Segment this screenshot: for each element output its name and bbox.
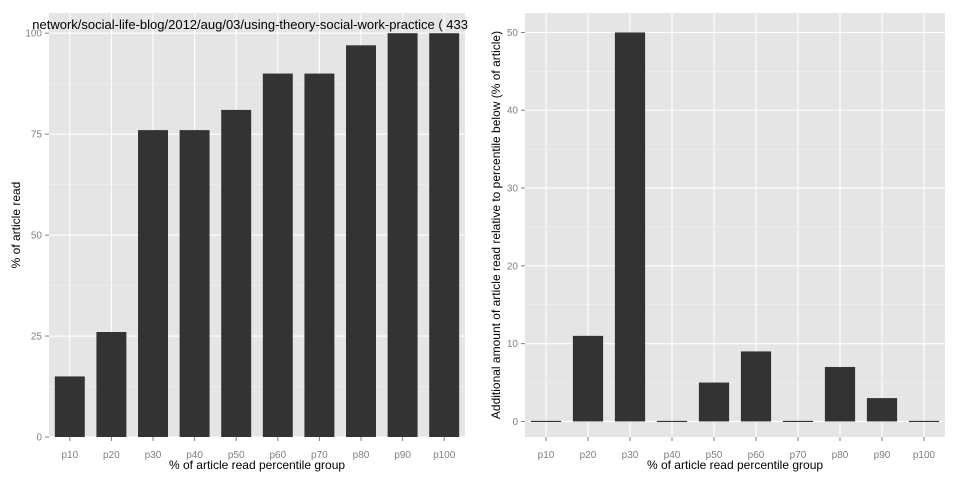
x-tick-label: p100: [913, 450, 936, 461]
bar-p60: [740, 351, 772, 422]
x-tick-label: p60: [748, 450, 765, 461]
x-tick-label: p30: [622, 450, 639, 461]
y-tick-label: 100: [25, 29, 42, 40]
x-tick-label: p80: [832, 450, 849, 461]
x-tick-label: p50: [706, 450, 723, 461]
y-tick-label: 50: [31, 231, 43, 242]
x-tick-label: p40: [664, 450, 681, 461]
x-tick-label: p100: [433, 450, 456, 461]
x-tick-label: p80: [353, 450, 370, 461]
x-tick-label: p40: [186, 450, 203, 461]
x-tick-label: p20: [580, 450, 597, 461]
x-tick-label: p10: [538, 450, 555, 461]
bar-p80: [824, 366, 856, 422]
x-tick-label: p60: [269, 450, 286, 461]
y-tick-label: 50: [507, 28, 519, 39]
bar-p70: [304, 73, 335, 438]
bar-p80: [346, 45, 376, 438]
x-tick-label: p30: [145, 450, 162, 461]
bar-p100: [429, 33, 460, 437]
bar-p50: [698, 382, 730, 422]
bar-p90: [387, 33, 418, 437]
bar-p30: [138, 130, 168, 437]
bar-p90: [866, 398, 898, 422]
bar-p20: [572, 335, 604, 422]
bar-p30: [614, 32, 646, 422]
chart-panel-2: 0 10 20 30 40 50 p10 p20 p30 p40 p50 p60 p70 p80 p90 p1…: [489, 13, 945, 472]
y-tick-label: 25: [31, 332, 43, 343]
y-axis-title: Additional amount of article read relati…: [489, 31, 503, 419]
bar-p10: [54, 376, 85, 437]
x-tick-label: p20: [103, 450, 120, 461]
chart-panel-1: 0 25 50 75 100 p10 p20 p30 p40 p50 p60 p70 p80 p90 p10…: [9, 13, 468, 472]
x-tick-label: p70: [790, 450, 807, 461]
y-tick-label: 20: [507, 261, 519, 272]
x-tick-label: p50: [228, 450, 245, 461]
y-tick-label: 40: [507, 106, 519, 117]
x-axis-title: % of article read percentile group: [169, 458, 345, 472]
bar-p20: [96, 332, 127, 437]
y-axis-title: % of article read: [9, 182, 23, 269]
bar-p50: [221, 109, 252, 438]
bar-p40: [179, 130, 210, 437]
y-tick-label: 10: [507, 339, 519, 350]
y-tick-label: 0: [512, 417, 518, 428]
y-tick-label: 0: [36, 433, 42, 444]
bar-p60: [262, 73, 293, 438]
x-tick-label: p70: [311, 450, 328, 461]
y-tick-label: 75: [31, 130, 43, 141]
x-tick-label: p90: [874, 450, 891, 461]
x-tick-label: p90: [394, 450, 411, 461]
x-axis-title: % of article read percentile group: [647, 458, 823, 472]
x-tick-label: p10: [61, 450, 78, 461]
y-tick-label: 30: [507, 184, 519, 195]
chart-title: network/social-life-blog/2012/aug/03/usi…: [32, 17, 468, 32]
